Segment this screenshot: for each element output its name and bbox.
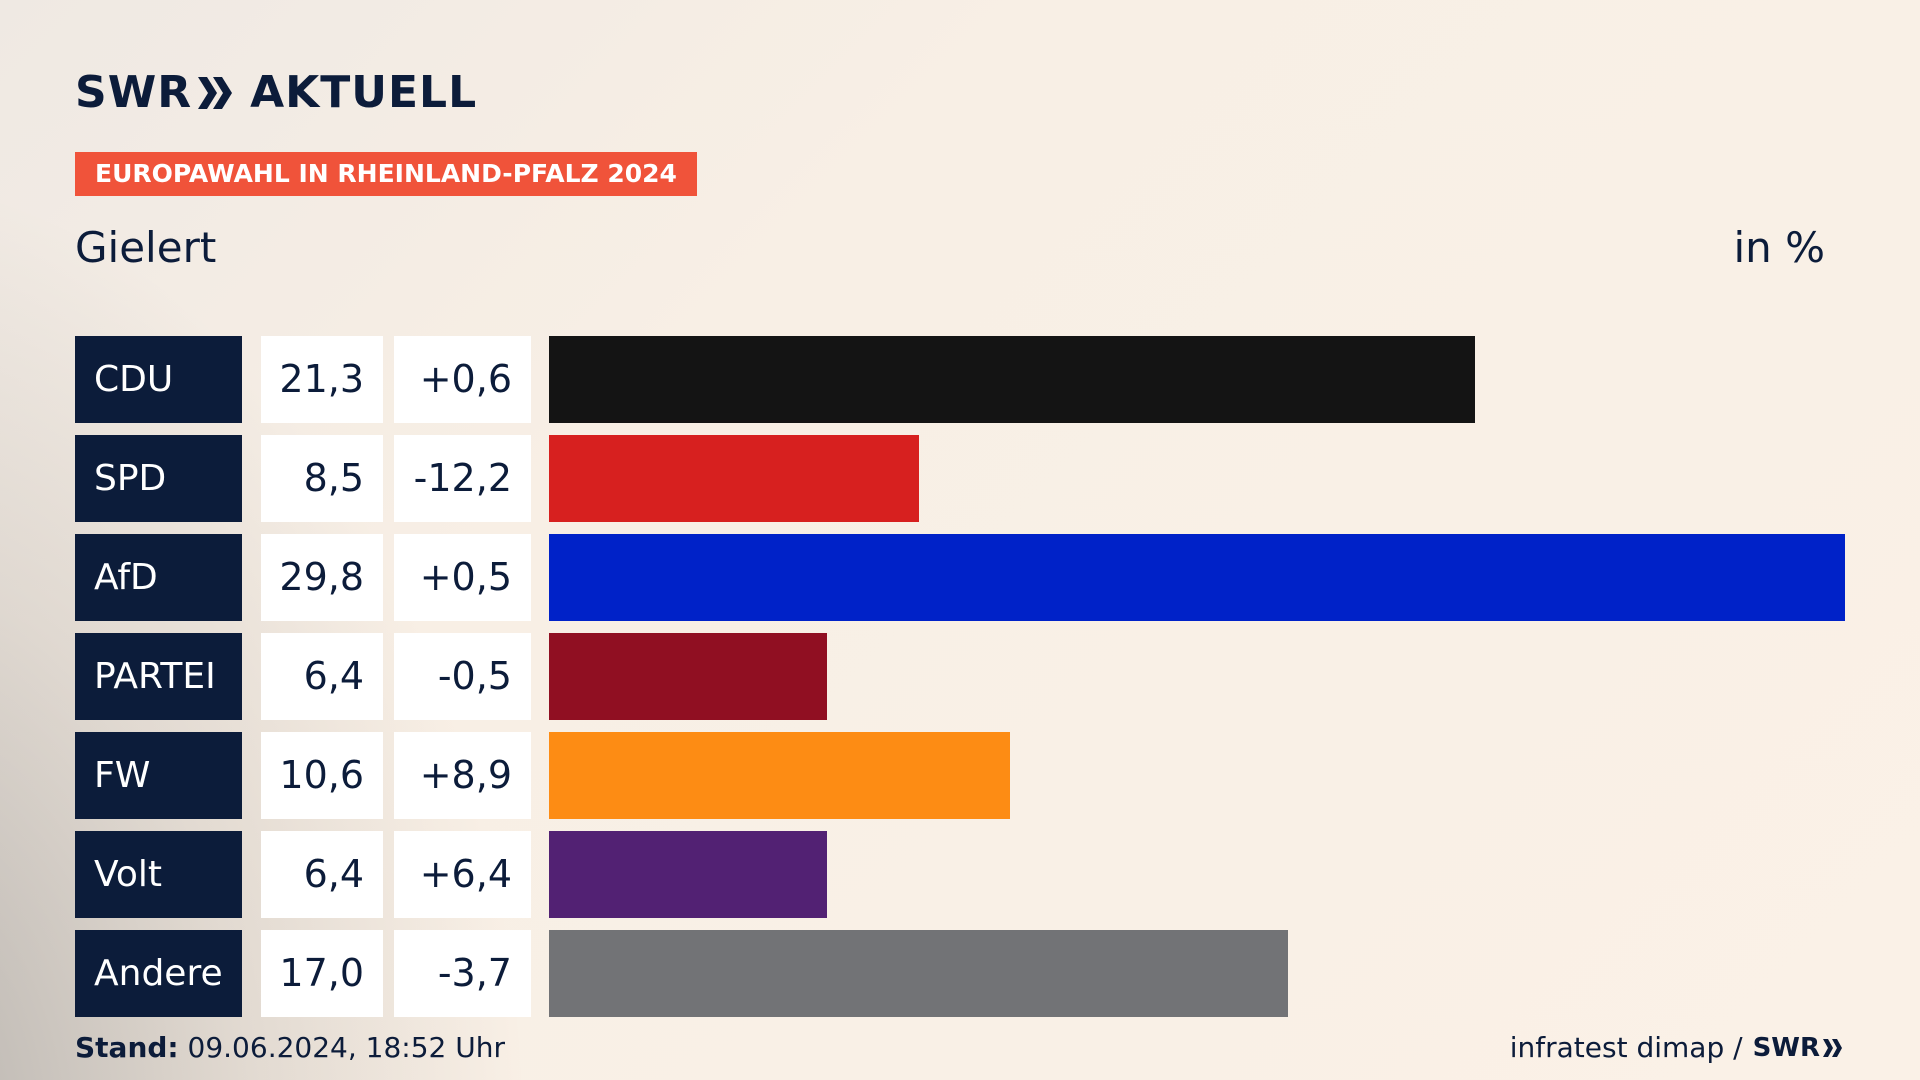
result-bar (549, 534, 1845, 621)
vote-change-value: +0,5 (394, 534, 531, 621)
party-label: CDU (75, 336, 242, 423)
stand-value: 09.06.2024, 18:52 Uhr (187, 1031, 505, 1064)
vote-share-value: 21,3 (261, 336, 383, 423)
result-row: FW 10,6 +8,9 (75, 732, 1845, 819)
vote-change-value: +8,9 (394, 732, 531, 819)
result-bar (549, 435, 919, 522)
party-label: Andere (75, 930, 242, 1017)
result-row: AfD 29,8 +0,5 (75, 534, 1845, 621)
result-bar (549, 336, 1475, 423)
footer-swr-logo: SWR (1752, 1033, 1820, 1063)
party-label: AfD (75, 534, 242, 621)
logo-swr-text: SWR (75, 67, 193, 118)
vote-share-value: 10,6 (261, 732, 383, 819)
vote-share-value: 17,0 (261, 930, 383, 1017)
vote-change-value: +0,6 (394, 336, 531, 423)
vote-change-value: +6,4 (394, 831, 531, 918)
double-chevron-icon (198, 77, 233, 109)
vote-share-value: 29,8 (261, 534, 383, 621)
stand-label: Stand: (75, 1031, 179, 1064)
result-row: Andere 17,0 -3,7 (75, 930, 1845, 1017)
logo-aktuell-text: AKTUELL (250, 67, 478, 118)
result-bar (549, 930, 1288, 1017)
party-label: FW (75, 732, 242, 819)
result-row: CDU 21,3 +0,6 (75, 336, 1845, 423)
result-row: SPD 8,5 -12,2 (75, 435, 1845, 522)
result-row: Volt 6,4 +6,4 (75, 831, 1845, 918)
election-badge: EUROPAWAHL IN RHEINLAND-PFALZ 2024 (75, 152, 697, 196)
unit-label: in % (1733, 223, 1825, 272)
result-row: PARTEI 6,4 -0,5 (75, 633, 1845, 720)
result-bar (549, 732, 1010, 819)
vote-change-value: -3,7 (394, 930, 531, 1017)
vote-change-value: -12,2 (394, 435, 531, 522)
vote-share-value: 8,5 (261, 435, 383, 522)
party-label: Volt (75, 831, 242, 918)
party-label: SPD (75, 435, 242, 522)
chart-subtitle: Gielert (75, 223, 217, 272)
timestamp: Stand: 09.06.2024, 18:52 Uhr (75, 1030, 505, 1066)
vote-share-value: 6,4 (261, 831, 383, 918)
result-bar (549, 831, 827, 918)
source-text: infratest dimap / (1509, 1031, 1743, 1064)
result-bar (549, 633, 827, 720)
party-label: PARTEI (75, 633, 242, 720)
swr-aktuell-logo: SWR AKTUELL (75, 66, 477, 120)
vote-change-value: -0,5 (394, 633, 531, 720)
footer-double-chevron-icon (1823, 1039, 1842, 1057)
vote-share-value: 6,4 (261, 633, 383, 720)
source-credit: infratest dimap / SWR (1510, 1030, 1844, 1066)
